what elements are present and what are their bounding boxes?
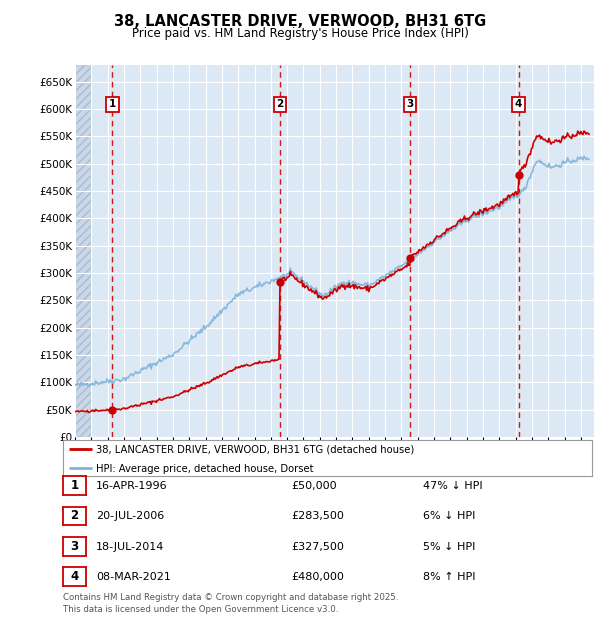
- Text: £283,500: £283,500: [291, 512, 344, 521]
- Text: 08-MAR-2021: 08-MAR-2021: [96, 572, 171, 582]
- Text: HPI: Average price, detached house, Dorset: HPI: Average price, detached house, Dors…: [96, 464, 313, 474]
- Text: 20-JUL-2006: 20-JUL-2006: [96, 512, 164, 521]
- Text: 2: 2: [276, 99, 283, 109]
- Text: 5% ↓ HPI: 5% ↓ HPI: [423, 542, 475, 552]
- Text: 38, LANCASTER DRIVE, VERWOOD, BH31 6TG: 38, LANCASTER DRIVE, VERWOOD, BH31 6TG: [114, 14, 486, 29]
- Text: 2: 2: [70, 510, 79, 522]
- Text: 4: 4: [515, 99, 522, 109]
- Text: £480,000: £480,000: [291, 572, 344, 582]
- Text: 16-APR-1996: 16-APR-1996: [96, 481, 167, 491]
- Text: Price paid vs. HM Land Registry's House Price Index (HPI): Price paid vs. HM Land Registry's House …: [131, 27, 469, 40]
- Text: 1: 1: [109, 99, 116, 109]
- Text: 18-JUL-2014: 18-JUL-2014: [96, 542, 164, 552]
- Text: Contains HM Land Registry data © Crown copyright and database right 2025.
This d: Contains HM Land Registry data © Crown c…: [63, 593, 398, 614]
- Text: 6% ↓ HPI: 6% ↓ HPI: [423, 512, 475, 521]
- Text: £327,500: £327,500: [291, 542, 344, 552]
- Text: 8% ↑ HPI: 8% ↑ HPI: [423, 572, 476, 582]
- Text: 3: 3: [70, 540, 79, 552]
- Text: 3: 3: [407, 99, 414, 109]
- Text: 38, LANCASTER DRIVE, VERWOOD, BH31 6TG (detached house): 38, LANCASTER DRIVE, VERWOOD, BH31 6TG (…: [96, 445, 414, 455]
- Text: 1: 1: [70, 479, 79, 492]
- Bar: [75, 65, 91, 437]
- Text: 4: 4: [70, 570, 79, 583]
- Text: 47% ↓ HPI: 47% ↓ HPI: [423, 481, 482, 491]
- Text: £50,000: £50,000: [291, 481, 337, 491]
